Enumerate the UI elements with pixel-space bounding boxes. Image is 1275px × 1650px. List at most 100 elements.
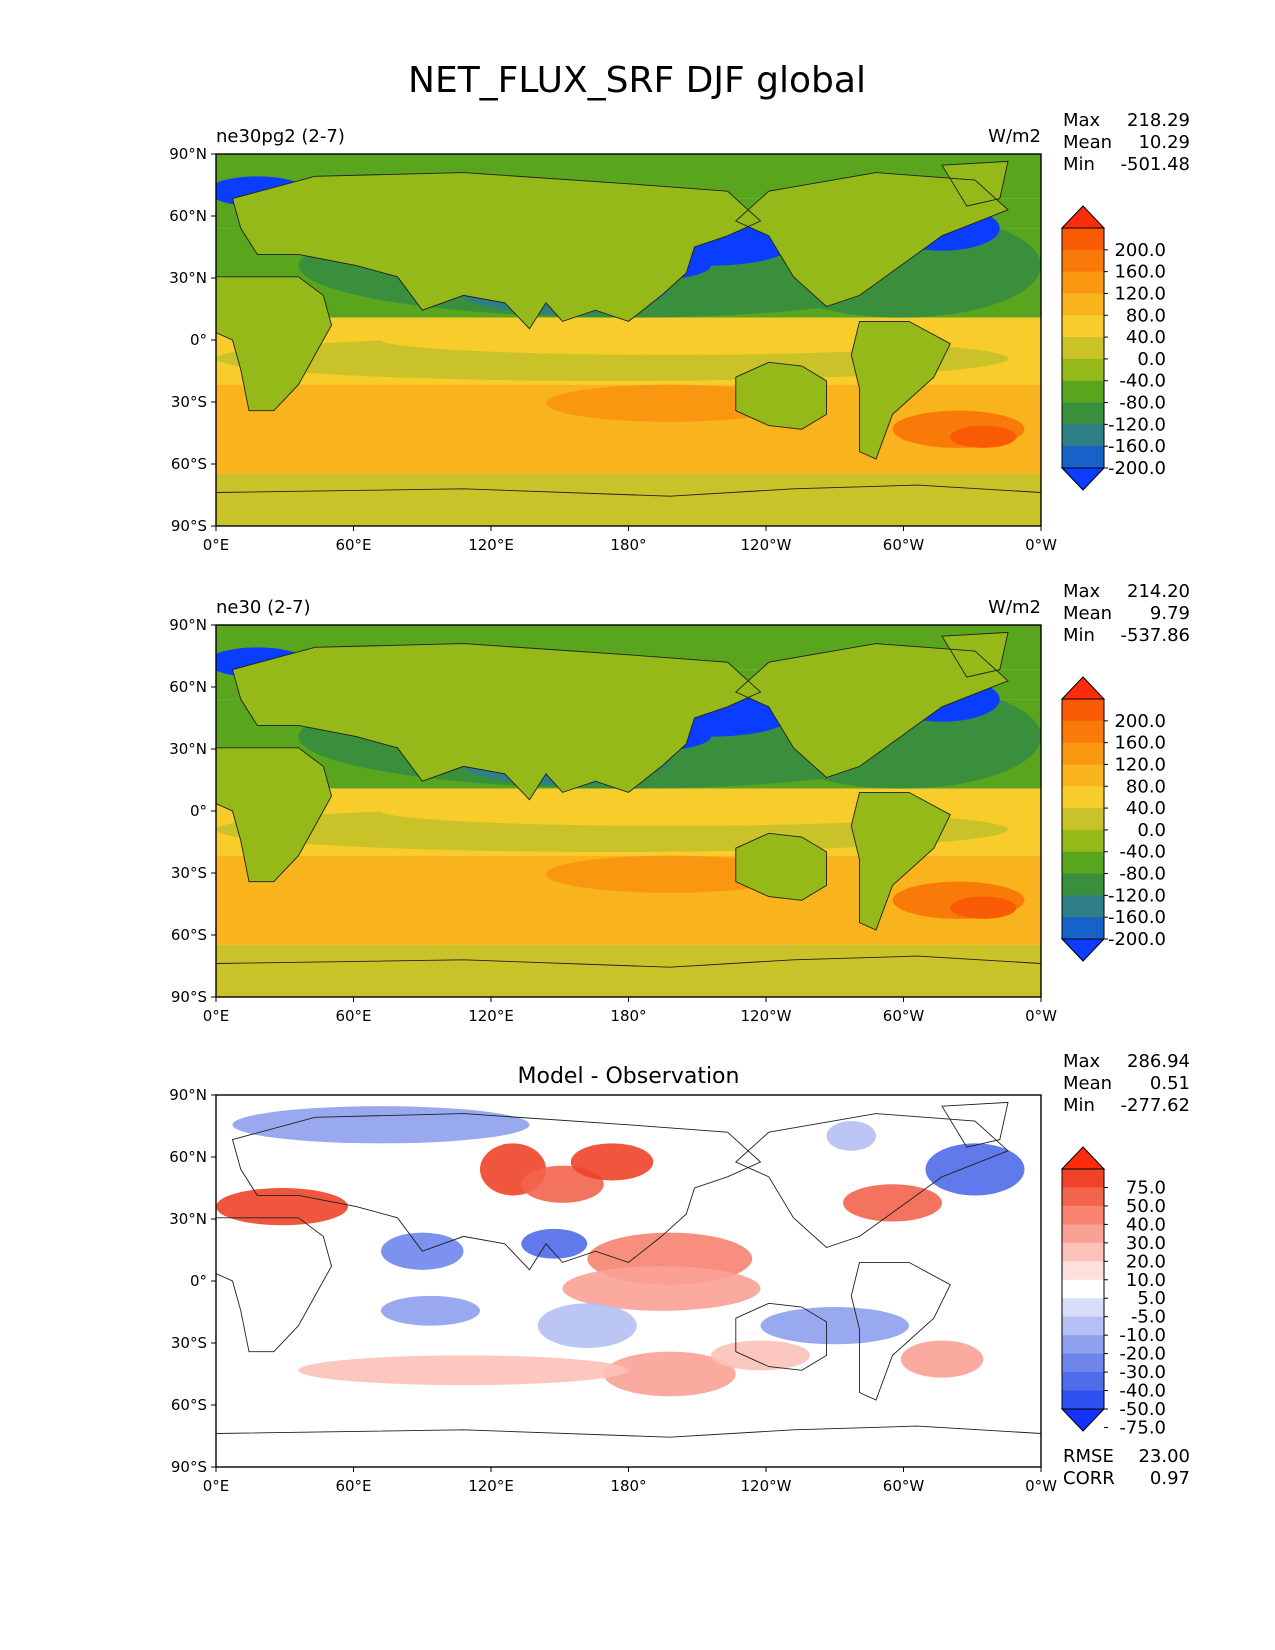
- colorbar-label: 200.0: [1114, 711, 1166, 732]
- coastline-australia: [735, 361, 827, 430]
- x-tick-label: 60°E: [335, 1477, 371, 1495]
- land-samerica: [851, 321, 951, 459]
- y-tick-label: 90°S: [171, 517, 207, 535]
- y-tick-label: 30°S: [171, 864, 207, 882]
- colorbar-frame: [1061, 1168, 1105, 1410]
- colorbar-segment: [1062, 808, 1104, 831]
- colorbar-segment: [1062, 873, 1104, 896]
- colorbar-label: -160.0: [1108, 436, 1166, 457]
- coastline-namerica: [734, 1113, 1009, 1249]
- y-tick-label: 30°N: [169, 740, 207, 758]
- coastline-antarctica: [216, 484, 1041, 526]
- x-tick-label: 120°W: [741, 1477, 792, 1495]
- colorbar-segment: [1062, 786, 1104, 809]
- x-tick-label: 0°W: [1025, 1007, 1057, 1025]
- coastline-samerica: [850, 1261, 951, 1401]
- y-tick-label: 30°N: [169, 269, 207, 287]
- land-africa: [216, 747, 332, 882]
- colorbar-label: 20.0: [1126, 1251, 1166, 1272]
- x-tick-label: 60°W: [883, 1007, 925, 1025]
- colorbar-min-arrow: [1060, 938, 1106, 962]
- flux-patch: [546, 384, 794, 422]
- land-eurasia: [232, 172, 761, 329]
- coastline-antarctica: [216, 1425, 1041, 1467]
- flux-patch: [381, 796, 959, 826]
- anomaly-patch: [900, 1340, 984, 1378]
- coastline-greenland: [941, 1101, 1009, 1148]
- flux-patch: [546, 855, 794, 893]
- stat-label: Mean: [1063, 603, 1112, 624]
- colorbar-frame: [1061, 698, 1105, 940]
- y-tick-label: 60°N: [169, 1148, 207, 1166]
- colorbar-max-arrow: [1060, 205, 1106, 229]
- land-eurasia: [232, 643, 761, 800]
- colorbar-segment: [1062, 917, 1104, 940]
- y-tick-label: 30°N: [169, 1210, 207, 1228]
- y-tick-label: 60°N: [169, 678, 207, 696]
- coastline-eurasia: [231, 1113, 762, 1271]
- panel-center-title: Model - Observation: [518, 1064, 740, 1089]
- anomaly-patch: [843, 1184, 942, 1222]
- colorbar-label: -30.0: [1119, 1362, 1166, 1383]
- figure-title: NET_FLUX_SRF DJF global: [408, 60, 866, 101]
- colorbar-segment: [1062, 1261, 1104, 1281]
- y-tick-label: 90°N: [169, 616, 207, 634]
- x-tick-label: 180°: [610, 1477, 646, 1495]
- y-tick-label: 60°S: [171, 926, 207, 944]
- stat-label: Min: [1063, 1095, 1095, 1116]
- coastline-eurasia: [231, 172, 762, 330]
- anomaly-patch: [562, 1266, 761, 1311]
- y-tick-label: 0°: [190, 802, 207, 820]
- colorbar-label: 40.0: [1126, 1214, 1166, 1235]
- coastline-antarctica: [216, 955, 1041, 997]
- colorbar-segment: [1062, 895, 1104, 918]
- y-tick-label: 90°N: [169, 1086, 207, 1104]
- colorbar-min-arrow: [1060, 467, 1106, 491]
- x-tick-label: 0°E: [203, 1007, 230, 1025]
- colorbar-segment: [1062, 764, 1104, 787]
- coastline-greenland: [941, 160, 1009, 207]
- colorbar-label: -80.0: [1119, 393, 1166, 414]
- colorbar-segment: [1062, 1316, 1104, 1336]
- colorbar-label: 200.0: [1114, 240, 1166, 261]
- colorbar-label: 40.0: [1126, 798, 1166, 819]
- x-tick-label: 120°E: [468, 1477, 514, 1495]
- colorbar-frame: [1061, 227, 1105, 469]
- colorbar-label: 120.0: [1114, 283, 1166, 304]
- stat-value: -277.62: [1121, 1095, 1190, 1116]
- colorbar-label: -50.0: [1119, 1399, 1166, 1420]
- land-africa: [216, 276, 332, 411]
- land-australia: [735, 362, 827, 430]
- colorbar-segment: [1062, 1372, 1104, 1392]
- anomaly-patch: [521, 1228, 588, 1259]
- coastline-australia: [735, 832, 827, 901]
- colorbar-segment: [1062, 851, 1104, 875]
- map-plot-area: [216, 1095, 1041, 1467]
- colorbar-segment: [1062, 249, 1104, 273]
- colorbar-segment: [1062, 1390, 1104, 1410]
- x-tick-label: 120°E: [468, 536, 514, 554]
- anomaly-patch: [826, 1121, 876, 1151]
- colorbar-segment: [1062, 402, 1104, 425]
- y-tick-label: 0°: [190, 331, 207, 349]
- colorbar-segment: [1062, 446, 1104, 469]
- x-tick-label: 60°W: [883, 536, 925, 554]
- colorbar-label: -75.0: [1119, 1417, 1166, 1438]
- colorbar-label: 120.0: [1114, 754, 1166, 775]
- x-tick-label: 120°W: [741, 536, 792, 554]
- y-tick-label: 60°S: [171, 1396, 207, 1414]
- colorbar-label: 160.0: [1114, 262, 1166, 283]
- stat-label: Max: [1063, 110, 1101, 131]
- y-tick-label: 90°S: [171, 988, 207, 1006]
- land-namerica: [735, 643, 1008, 778]
- stat-label: Min: [1063, 154, 1095, 175]
- colorbar-min-arrow: [1060, 1408, 1106, 1432]
- stat-value: 23.00: [1138, 1446, 1190, 1467]
- y-tick-label: 60°S: [171, 455, 207, 473]
- stat-label: Max: [1063, 581, 1101, 602]
- x-tick-label: 180°: [610, 536, 646, 554]
- colorbar-label: -10.0: [1119, 1325, 1166, 1346]
- colorbar-label: -200.0: [1108, 929, 1166, 950]
- x-tick-label: 0°W: [1025, 536, 1057, 554]
